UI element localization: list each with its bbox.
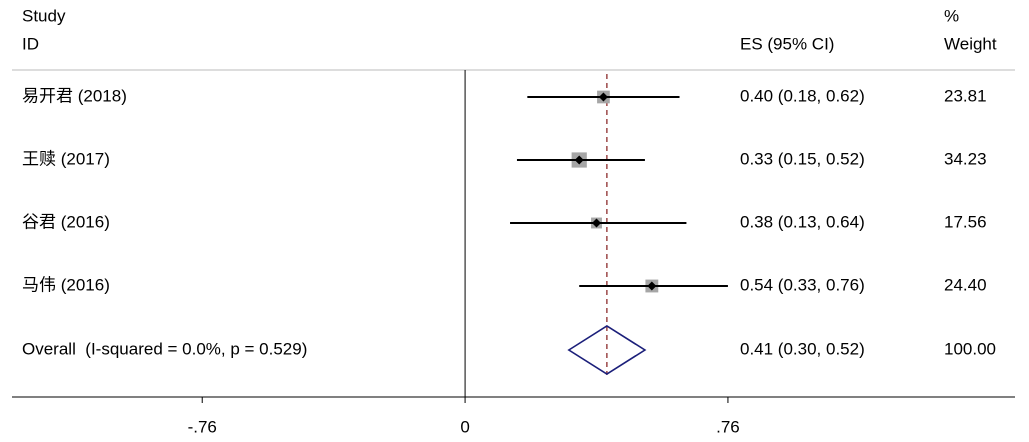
- es-label: 0.54 (0.33, 0.76): [740, 275, 865, 294]
- study-name: 易开君 (2018): [22, 86, 127, 105]
- es-label: 0.38 (0.13, 0.64): [740, 212, 865, 231]
- weight-label: 17.56: [944, 212, 987, 231]
- overall-diamond: [567, 325, 647, 375]
- x-tick-label: 0: [460, 417, 469, 436]
- x-tick-label: .76: [716, 417, 740, 436]
- point: [574, 155, 584, 165]
- es-label: 0.41 (0.30, 0.52): [740, 339, 865, 358]
- overall-name: Overall (I-squared = 0.0%, p = 0.529): [22, 339, 307, 358]
- weight-label: 24.40: [944, 275, 987, 294]
- x-tick-label: -.76: [188, 417, 217, 436]
- study-name: 马伟 (2016): [22, 275, 110, 294]
- header-weight: Weight: [944, 34, 997, 53]
- point: [598, 92, 608, 102]
- header-id: ID: [22, 34, 39, 53]
- weight-label: 23.81: [944, 86, 987, 105]
- study-name: 谷君 (2016): [22, 212, 110, 231]
- header-study: Study: [22, 6, 66, 25]
- es-label: 0.33 (0.15, 0.52): [740, 149, 865, 168]
- study-name: 王赎 (2017): [22, 149, 110, 168]
- header-pct: %: [944, 6, 959, 25]
- header-es: ES (95% CI): [740, 34, 834, 53]
- es-label: 0.40 (0.18, 0.62): [740, 86, 865, 105]
- weight-label: 100.00: [944, 339, 996, 358]
- weight-label: 34.23: [944, 149, 987, 168]
- point: [647, 281, 657, 291]
- point: [592, 218, 602, 228]
